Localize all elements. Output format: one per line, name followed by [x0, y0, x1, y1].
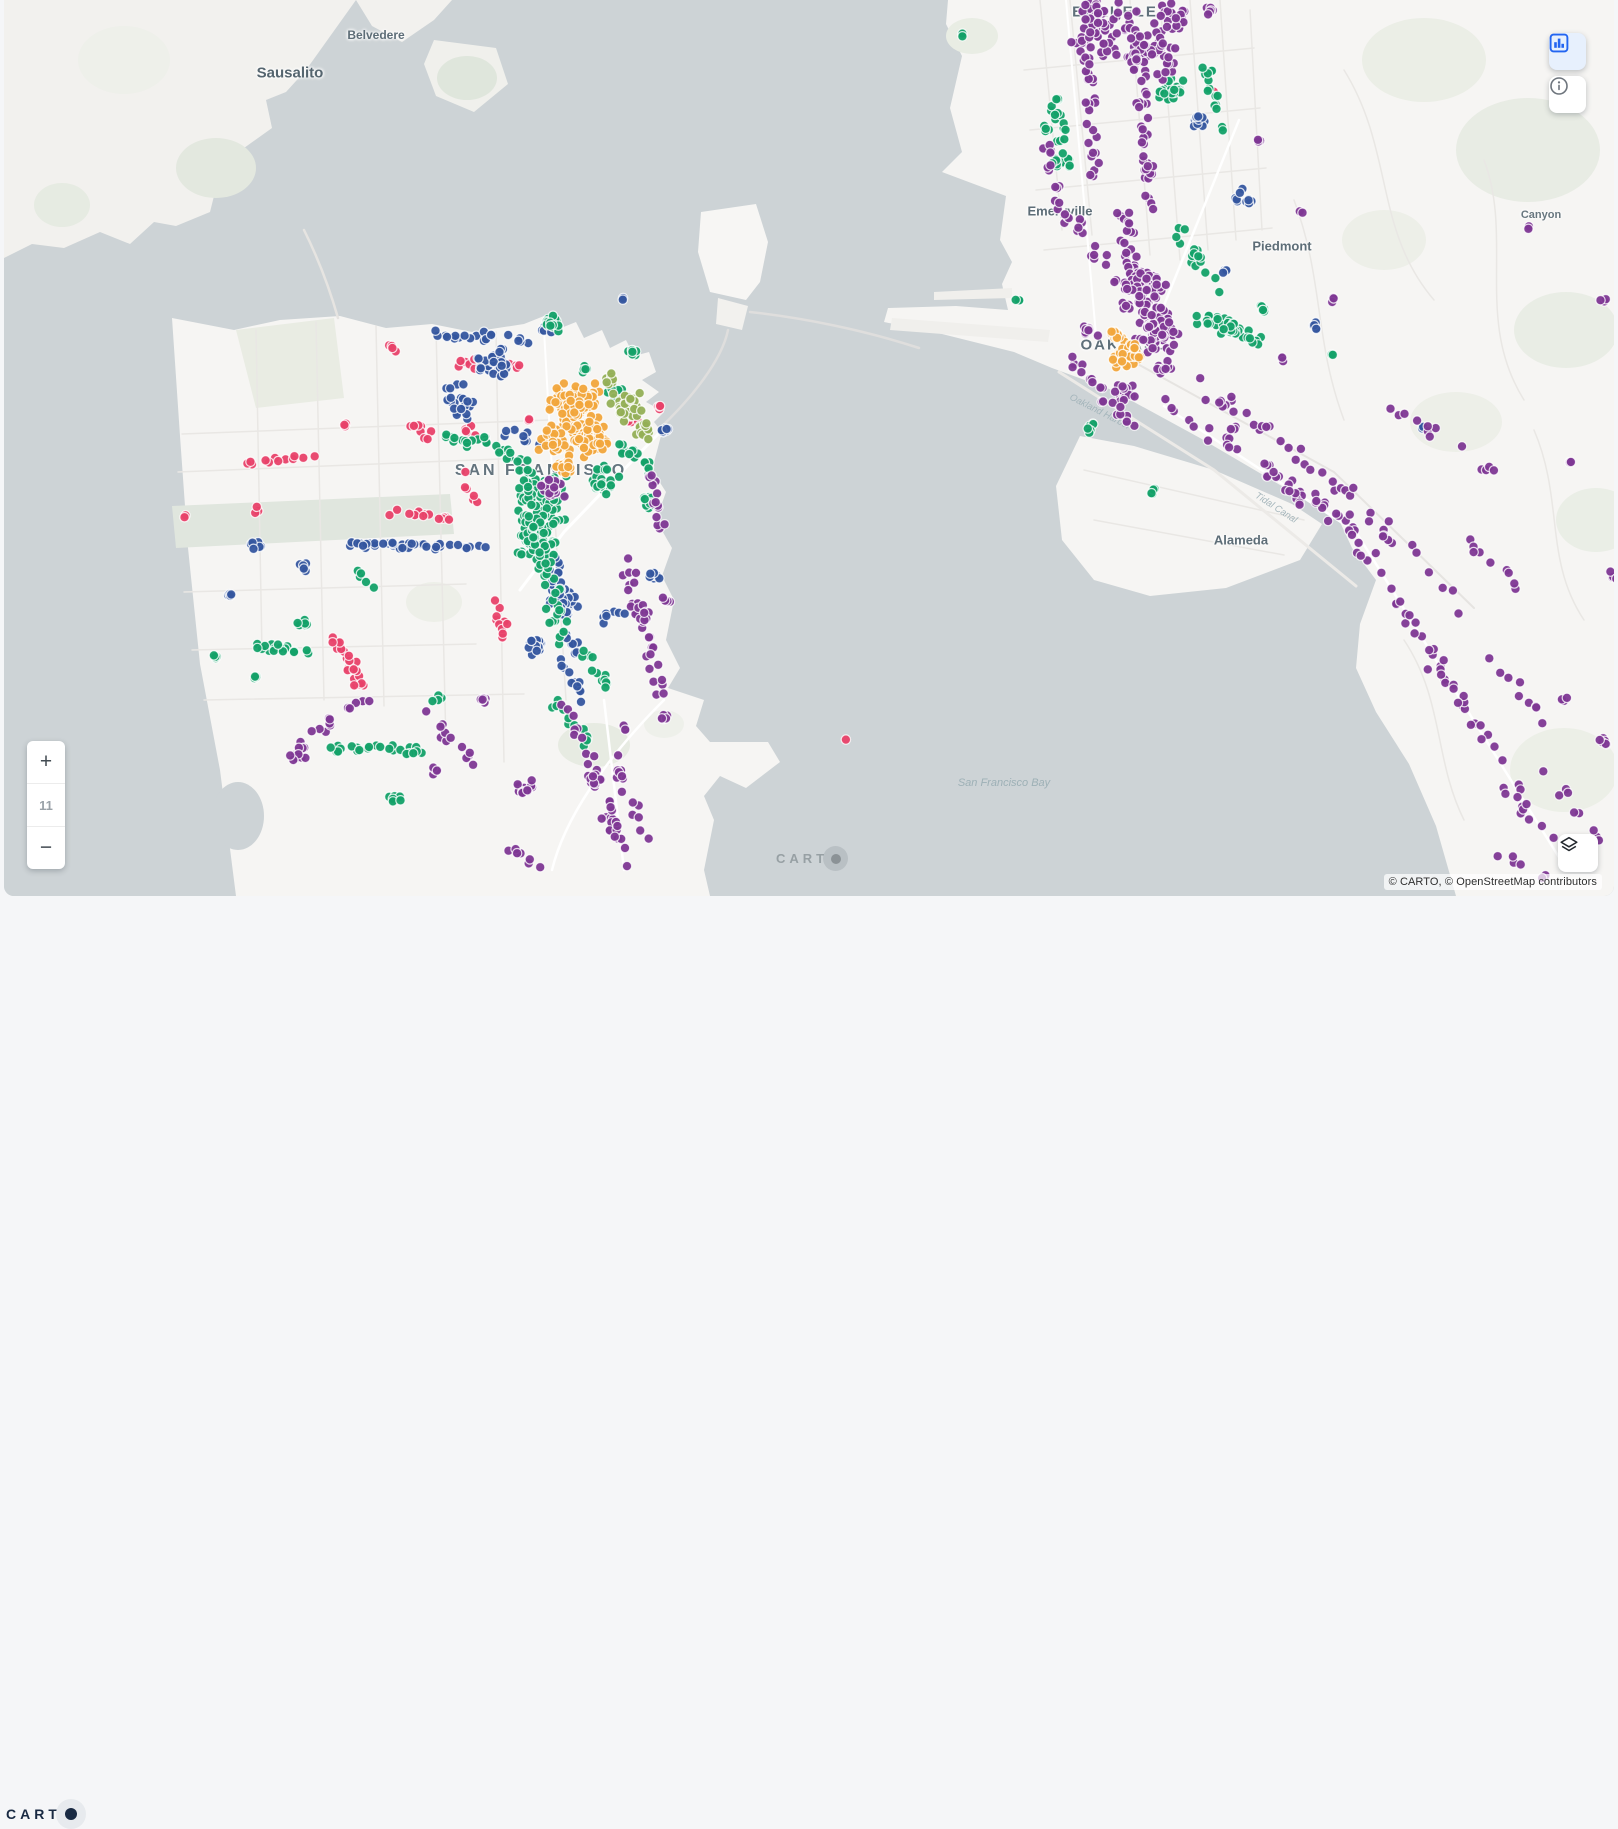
- map-attribution[interactable]: © CARTO, © OpenStreetMap contributors: [1383, 874, 1602, 890]
- map-canvas[interactable]: Sausalito Belvedere BERKELEY Emeryville Pied…: [4, 0, 1614, 896]
- carto-watermark-text: CART: [776, 851, 829, 866]
- carto-logo-dot: [64, 1808, 77, 1820]
- carto-logo-text: CART: [6, 1806, 61, 1822]
- chart-widget-button[interactable]: [1549, 33, 1586, 70]
- zoom-in-button[interactable]: +: [39, 750, 53, 773]
- carto-logo[interactable]: CART: [6, 1799, 86, 1829]
- base-map-layer: [4, 0, 1614, 896]
- footer-bar: CART: [0, 896, 1618, 1829]
- carto-watermark-ring: [823, 846, 849, 871]
- info-button[interactable]: [1549, 76, 1586, 113]
- carto-logo-ring: [55, 1799, 86, 1829]
- zoom-control: + 11 −: [27, 741, 65, 869]
- carto-watermark-dot: [830, 853, 841, 864]
- zoom-level: 11: [27, 783, 65, 826]
- layers-button[interactable]: [1558, 834, 1598, 872]
- zoom-out-button[interactable]: −: [27, 826, 65, 869]
- carto-watermark: CART: [776, 846, 849, 871]
